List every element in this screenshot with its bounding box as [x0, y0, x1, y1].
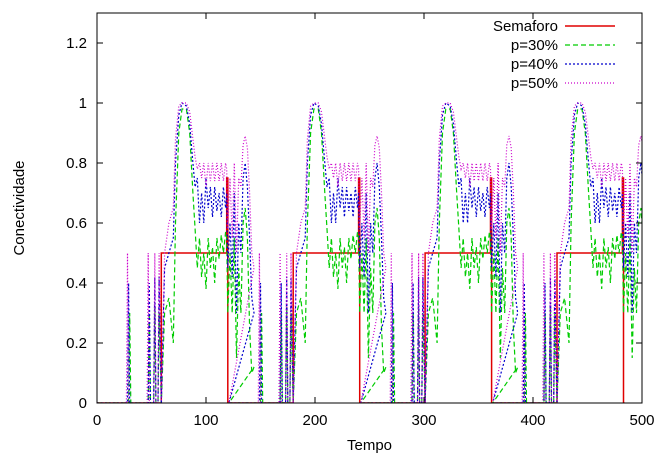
legend: Semaforo p=30% p=40% p=50% [493, 18, 615, 92]
axes-layer: 0 100 200 300 400 500 0 0.2 0.4 0.6 0.8 1 1.2 [66, 12, 655, 429]
legend-label-0: Semaforo [493, 18, 558, 35]
series-line-0 [97, 177, 625, 403]
x-tick-label: 400 [520, 412, 545, 429]
y-tick-label: 0.6 [66, 215, 87, 232]
legend-label-1: p=30% [511, 37, 558, 54]
y-tick-label: 0 [79, 395, 87, 412]
x-tick-label: 200 [302, 412, 327, 429]
y-tick-label: 0.8 [66, 155, 87, 172]
y-tick-label: 1.2 [66, 35, 87, 52]
y-tick-label: 1 [79, 95, 87, 112]
series-line-1 [97, 108, 642, 403]
x-axis-label: Tempo [347, 437, 392, 454]
x-tick-label: 100 [193, 412, 218, 429]
y-axis-label: Conectividade [11, 160, 28, 255]
legend-label-3: p=50% [511, 75, 558, 92]
x-tick-label: 300 [411, 412, 436, 429]
x-tick-label: 500 [629, 412, 654, 429]
plot-frame [96, 12, 643, 404]
series-layer [97, 102, 642, 403]
legend-label-2: p=40% [511, 56, 558, 73]
y-tick-label: 0.2 [66, 335, 87, 352]
x-tick-label: 0 [93, 412, 101, 429]
y-tick-label: 0.4 [66, 275, 87, 292]
series-line-2 [97, 102, 642, 403]
